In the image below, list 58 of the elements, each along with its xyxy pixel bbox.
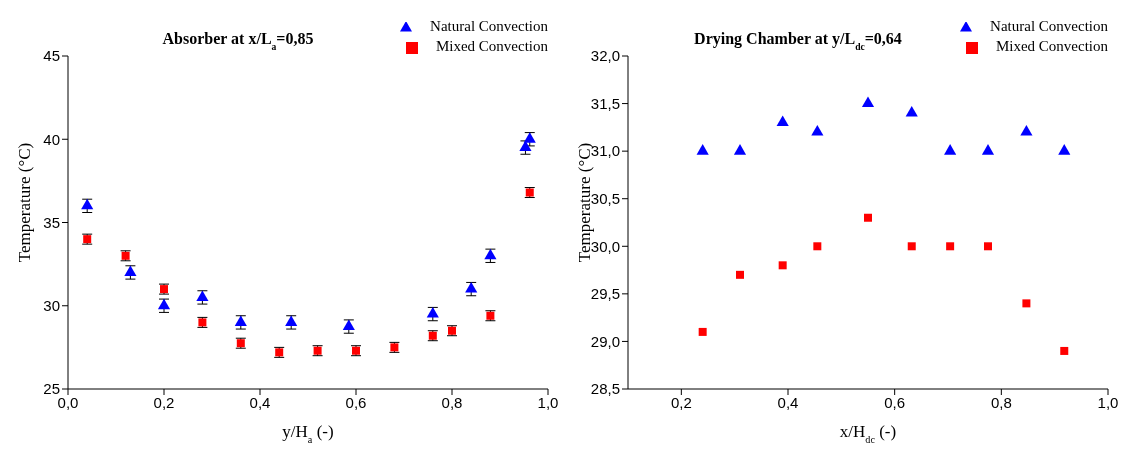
x-tick-label: 0,0 — [57, 393, 79, 411]
x-tick-label: 0,8 — [441, 393, 463, 411]
y-tick-label: 30 — [43, 297, 60, 315]
x-tick-label: 0,2 — [153, 393, 175, 411]
point — [736, 270, 744, 279]
point — [1020, 125, 1033, 136]
x-tick-label: 1,0 — [1097, 393, 1119, 411]
point — [776, 115, 789, 127]
point — [946, 242, 955, 251]
x-tick-label: 0,6 — [345, 393, 367, 411]
y-tick-label: 40 — [43, 130, 60, 148]
point — [905, 106, 918, 117]
x-tick-label: 0,8 — [990, 393, 1012, 411]
point — [81, 198, 94, 210]
point — [984, 242, 992, 251]
point — [864, 213, 872, 222]
x-tick-label: 0,6 — [884, 393, 906, 411]
y-tick-label: 45 — [43, 47, 60, 65]
chart-title: Absorber at x/L$_{a}$=0,85 — [162, 30, 314, 52]
point — [1022, 299, 1031, 308]
y-tick-label: 25 — [43, 380, 60, 398]
x-tick-label: 0,4 — [249, 393, 271, 411]
y-tick-label: 29,5 — [590, 285, 620, 303]
point — [778, 261, 787, 270]
point — [696, 144, 709, 155]
x-axis-title: x/H$_{dc}$ (-) — [839, 422, 897, 445]
point — [465, 282, 478, 293]
x-tick-label: 0,2 — [670, 393, 692, 411]
point — [698, 327, 707, 336]
legend-label: Mixed Convection — [995, 38, 1108, 54]
point — [907, 242, 916, 251]
legend-label: Mixed Convection — [435, 38, 548, 54]
y-tick-label: 29,0 — [590, 332, 620, 350]
y-tick-label: 32,0 — [590, 47, 620, 65]
point — [1058, 144, 1071, 155]
legend-label: Natural Convection — [990, 18, 1108, 34]
point — [285, 315, 298, 326]
point — [1060, 346, 1069, 355]
x-axis-title: y/H$_{a}$ (-) — [282, 422, 334, 445]
y-tick-label: 31,5 — [590, 94, 620, 112]
point — [811, 125, 824, 136]
point — [426, 307, 439, 318]
point — [861, 96, 875, 108]
x-tick-label: 1,0 — [537, 393, 559, 411]
point — [124, 265, 137, 276]
point — [981, 144, 995, 155]
point — [234, 315, 247, 326]
y-tick-label: 28,5 — [590, 380, 620, 398]
point — [523, 132, 536, 143]
point — [196, 290, 209, 301]
y-tick-label: 35 — [43, 213, 60, 231]
legend-label: Natural Convection — [430, 18, 548, 34]
y-axis-title: Temperature (°C) — [15, 142, 34, 263]
point — [733, 144, 747, 155]
point — [944, 144, 957, 155]
x-tick-label: 0,4 — [777, 393, 799, 411]
point — [813, 242, 822, 251]
chart-title: Drying Chamber at y/L$_{dc}$=0,64 — [694, 30, 902, 52]
